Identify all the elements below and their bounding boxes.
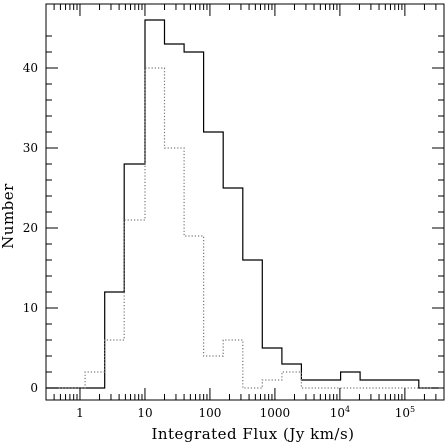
x-tick-exponent: 5: [410, 405, 415, 414]
y-axis-title: Number: [0, 183, 17, 249]
histogram-series-solid: [46, 19, 439, 389]
y-tick-label: 40: [23, 61, 38, 75]
x-tick-label: 1000: [260, 406, 291, 420]
y-tick-label: 30: [23, 141, 38, 155]
x-tick-label: 1: [76, 406, 84, 420]
y-tick-label: 10: [23, 301, 38, 315]
plot-area: [45, 3, 445, 401]
x-tick-label: 105: [395, 405, 415, 420]
x-axis-title: Integrated Flux (Jy km/s): [151, 425, 354, 443]
series-group: [46, 19, 439, 389]
axis-ticks: [45, 4, 445, 400]
x-tick-label: 104: [330, 405, 350, 420]
y-tick-label: 0: [30, 381, 38, 395]
plot-frame: [45, 3, 445, 401]
tick-labels: 1 10 100 1000 104 105 0 10 20 30 40: [23, 61, 415, 420]
y-tick-label: 20: [23, 221, 38, 235]
x-tick-label: 10: [137, 406, 152, 420]
x-tick-exponent: 4: [345, 405, 350, 414]
x-tick-label: 100: [198, 406, 221, 420]
histogram-series-dotted: [46, 67, 439, 389]
